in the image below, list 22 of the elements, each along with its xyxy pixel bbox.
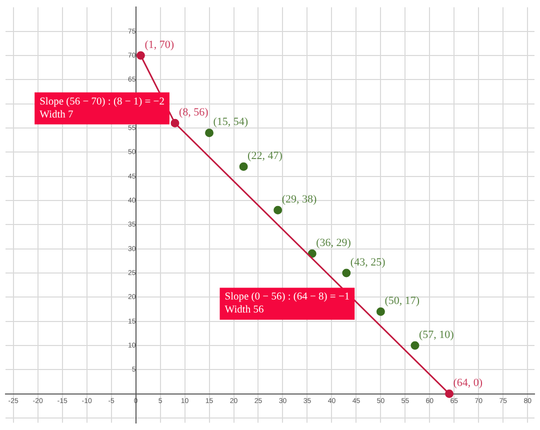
annotation: Slope (56 − 70) : (8 − 1) = −2 Width 7: [40, 96, 164, 120]
point: [239, 162, 248, 171]
data-label: (29, 38): [282, 194, 317, 206]
data-label: (57, 10): [418, 328, 454, 341]
data-label: (43, 25): [350, 256, 386, 268]
point: [410, 341, 420, 350]
point: [274, 206, 282, 214]
point: [205, 128, 214, 138]
data-label: (1, 70): [144, 38, 174, 51]
annotation: Slope (0 − 56) : (64 − 8) = −1 Width 56: [224, 292, 350, 316]
data-label: (22, 47): [248, 150, 283, 162]
point: [136, 51, 145, 60]
point: [376, 307, 385, 316]
point: [170, 118, 180, 128]
point: [308, 249, 316, 258]
data-label: (64, 0): [453, 377, 483, 390]
data-label: (50, 17): [384, 295, 420, 308]
data-label: (8, 56): [178, 106, 209, 119]
data-label: (36, 29): [316, 237, 352, 250]
data-label: (15, 54): [213, 116, 248, 128]
point: [342, 268, 351, 278]
point: [445, 390, 454, 398]
